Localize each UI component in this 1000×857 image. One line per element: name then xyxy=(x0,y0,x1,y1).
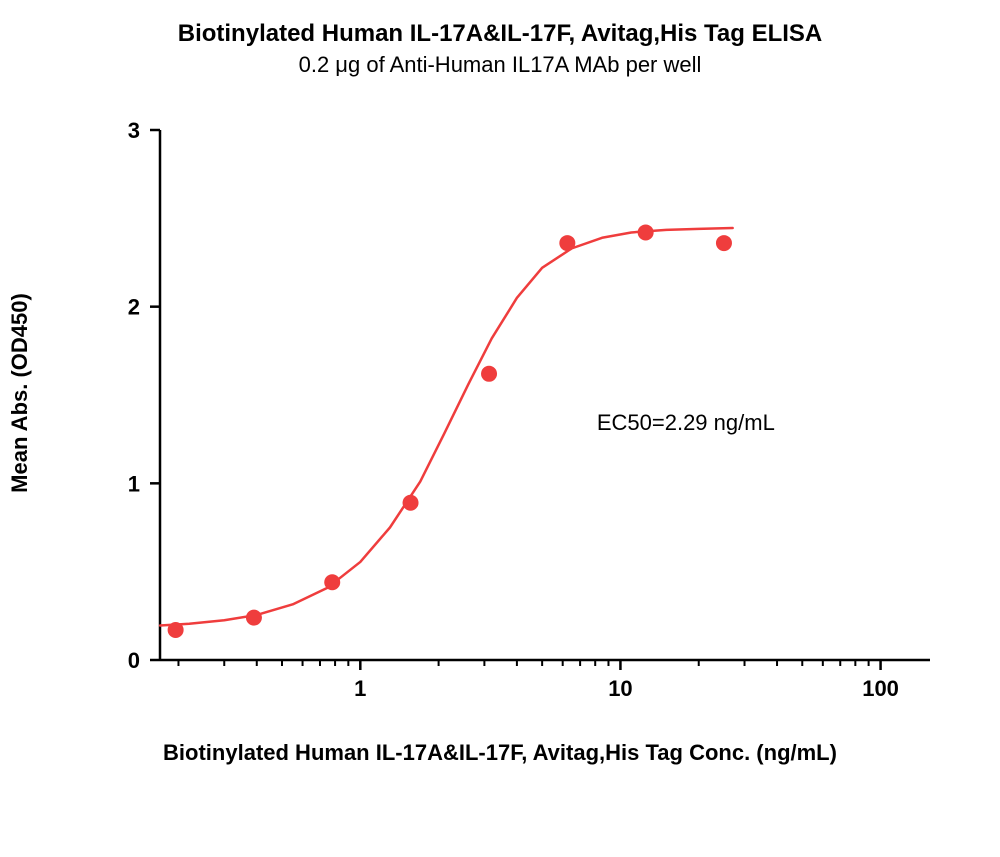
svg-text:1: 1 xyxy=(354,676,366,701)
chart-title: Biotinylated Human IL-17A&IL-17F, Avitag… xyxy=(0,20,1000,48)
data-point xyxy=(324,574,340,590)
ec50-annotation: EC50=2.29 ng/mL xyxy=(597,410,775,436)
svg-text:100: 100 xyxy=(862,676,899,701)
y-axis-label: Mean Abs. (OD450) xyxy=(7,243,33,543)
svg-text:2: 2 xyxy=(128,295,140,320)
chart-container: Biotinylated Human IL-17A&IL-17F, Avitag… xyxy=(0,0,1000,857)
svg-text:3: 3 xyxy=(128,118,140,143)
x-axis-label: Biotinylated Human IL-17A&IL-17F, Avitag… xyxy=(0,740,1000,766)
data-point xyxy=(716,235,732,251)
svg-text:10: 10 xyxy=(608,676,632,701)
title-block: Biotinylated Human IL-17A&IL-17F, Avitag… xyxy=(0,20,1000,78)
data-point xyxy=(559,235,575,251)
data-point xyxy=(403,495,419,511)
chart-subtitle: 0.2 μg of Anti-Human IL17A MAb per well xyxy=(0,52,1000,78)
svg-text:0: 0 xyxy=(128,648,140,673)
data-point xyxy=(481,366,497,382)
data-point xyxy=(168,622,184,638)
data-point xyxy=(246,610,262,626)
plot-svg: 0123110100 xyxy=(160,130,930,720)
data-point xyxy=(638,224,654,240)
svg-text:1: 1 xyxy=(128,471,140,496)
